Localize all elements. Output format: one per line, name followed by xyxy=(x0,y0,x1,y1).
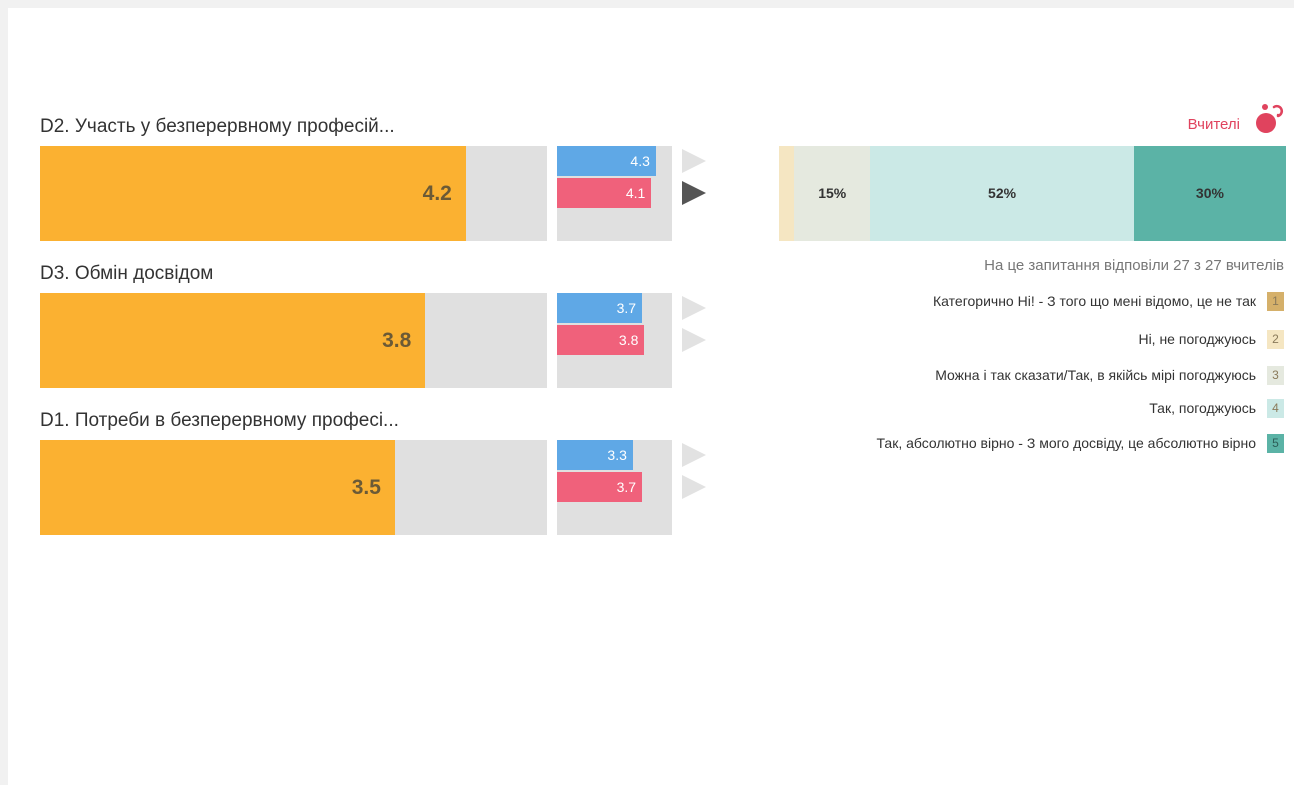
main-score-bar-d1[interactable]: 3.5 xyxy=(40,440,547,535)
compare-bar-red: 4.1 xyxy=(557,178,652,208)
legend-chip: 5 xyxy=(1267,434,1284,453)
compare-bars-d3[interactable]: 3.7 3.8 xyxy=(557,293,672,388)
main-score-fill xyxy=(40,146,466,241)
question-title-d2[interactable]: D2. Участь у безперервному професій... xyxy=(40,116,395,137)
legend-text: Так, абсолютно вірно - З мого досвіду, ц… xyxy=(876,435,1256,451)
distribution-segment-3: 15% xyxy=(794,146,871,241)
main-score-value: 3.8 xyxy=(382,329,412,352)
arrow-blue-icon[interactable] xyxy=(682,443,706,467)
distribution-label-4: 52% xyxy=(988,185,1017,201)
legend-chip: 1 xyxy=(1267,292,1284,311)
legend-item-4: Так, погоджуюсь 4 xyxy=(1149,399,1284,418)
legend-item-1: Категорично Ні! - З того що мені відомо,… xyxy=(933,292,1284,311)
arrow-blue-icon[interactable] xyxy=(682,149,706,173)
main-score-bar-d3[interactable]: 3.8 xyxy=(40,293,547,388)
legend-text: Категорично Ні! - З того що мені відомо,… xyxy=(933,293,1256,309)
compare-bars-d2[interactable]: 4.3 4.1 xyxy=(557,146,672,241)
main-score-fill xyxy=(40,293,426,388)
teachers-icon xyxy=(1256,104,1284,133)
arrow-blue-icon[interactable] xyxy=(682,296,706,320)
legend-text: Ні, не погоджуюсь xyxy=(1138,331,1256,347)
legend-chip: 2 xyxy=(1267,330,1284,349)
question-title-d1[interactable]: D1. Потреби в безперервному професі... xyxy=(40,410,399,431)
legend-text: Можна і так сказати/Так, в якійсь мірі п… xyxy=(935,367,1256,383)
legend-chip: 3 xyxy=(1267,366,1284,385)
main-score-bar-d2[interactable]: 4.2 xyxy=(40,146,547,241)
compare-bar-red: 3.8 xyxy=(557,325,645,355)
distribution-segment-2 xyxy=(779,146,795,241)
distribution-segment-5: 30% xyxy=(1133,146,1286,241)
legend-item-5: Так, абсолютно вірно - З мого досвіду, ц… xyxy=(786,434,1284,453)
distribution-segment-4: 52% xyxy=(870,146,1134,241)
main-score-fill xyxy=(40,440,395,535)
distribution-label-3: 15% xyxy=(818,185,847,201)
response-distribution-bar[interactable]: 15% 52% 30% xyxy=(779,146,1286,241)
arrow-red-icon[interactable] xyxy=(682,181,706,205)
response-note: На це запитання відповіли 27 з 27 вчител… xyxy=(984,257,1284,274)
arrow-red-icon[interactable] xyxy=(682,328,706,352)
legend-item-2: Ні, не погоджуюсь 2 xyxy=(1138,330,1284,349)
distribution-label-5: 30% xyxy=(1195,185,1224,201)
compare-bars-d1[interactable]: 3.3 3.7 xyxy=(557,440,672,535)
arrow-red-icon[interactable] xyxy=(682,475,706,499)
compare-bar-blue: 4.3 xyxy=(557,146,656,176)
legend-text: Так, погоджуюсь xyxy=(1149,400,1256,416)
compare-bar-red: 3.7 xyxy=(557,472,643,502)
main-score-value: 3.5 xyxy=(351,476,381,499)
legend-item-3: Можна і так сказати/Так, в якійсь мірі п… xyxy=(935,366,1284,385)
survey-card xyxy=(8,8,1294,785)
question-title-d3[interactable]: D3. Обмін досвідом xyxy=(40,263,214,284)
legend-chip: 4 xyxy=(1267,399,1284,418)
group-label: Вчителі xyxy=(1187,116,1240,133)
main-score-value: 4.2 xyxy=(422,182,452,205)
compare-bar-blue: 3.3 xyxy=(557,440,633,470)
compare-bar-blue: 3.7 xyxy=(557,293,643,323)
